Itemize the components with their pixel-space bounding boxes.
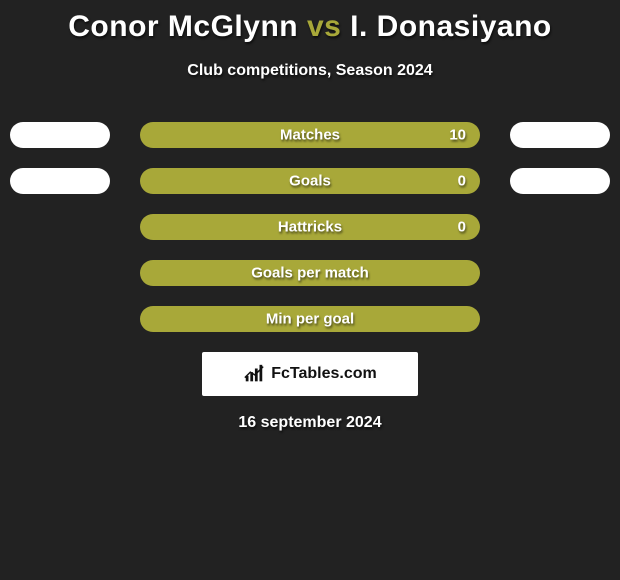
right-pill — [510, 122, 610, 148]
player2-name: I. Donasiyano — [350, 10, 552, 43]
stat-row-goals-per-match: Goals per match — [0, 260, 620, 286]
right-pill — [510, 168, 610, 194]
stat-bar: Goals per match — [140, 260, 480, 286]
left-pill — [10, 168, 110, 194]
player1-name: Conor McGlynn — [68, 10, 298, 43]
stat-label: Hattricks — [140, 220, 480, 235]
date-text: 16 september 2024 — [0, 414, 620, 432]
comparison-infographic: Conor McGlynn vs I. Donasiyano Club comp… — [0, 0, 620, 580]
left-spacer — [10, 306, 140, 332]
left-pill — [10, 122, 110, 148]
stat-bar: Matches 10 — [140, 122, 480, 148]
stat-row-hattricks: Hattricks 0 — [0, 214, 620, 240]
stat-label: Matches — [140, 128, 480, 143]
left-spacer — [10, 260, 140, 286]
stat-value-right: 0 — [458, 174, 466, 189]
logo-text: FcTables.com — [271, 365, 377, 383]
subtitle: Club competitions, Season 2024 — [0, 62, 620, 80]
stat-label: Goals per match — [140, 266, 480, 281]
right-spacer — [480, 260, 610, 286]
stat-bar: Goals 0 — [140, 168, 480, 194]
page-title: Conor McGlynn vs I. Donasiyano — [0, 0, 620, 44]
stat-row-goals: Goals 0 — [0, 168, 620, 194]
stat-value-right: 0 — [458, 220, 466, 235]
stat-bar: Hattricks 0 — [140, 214, 480, 240]
logo-box: FcTables.com — [202, 352, 418, 396]
left-spacer — [10, 214, 140, 240]
right-spacer — [480, 306, 610, 332]
stat-row-matches: Matches 10 — [0, 122, 620, 148]
stats-block: Matches 10 Goals 0 Hattricks 0 Goal — [0, 122, 620, 332]
bar-chart-icon — [243, 363, 265, 385]
stat-bar: Min per goal — [140, 306, 480, 332]
stat-row-min-per-goal: Min per goal — [0, 306, 620, 332]
vs-text: vs — [307, 10, 341, 43]
stat-label: Goals — [140, 174, 480, 189]
stat-label: Min per goal — [140, 312, 480, 327]
stat-value-right: 10 — [449, 128, 466, 143]
right-spacer — [480, 214, 610, 240]
